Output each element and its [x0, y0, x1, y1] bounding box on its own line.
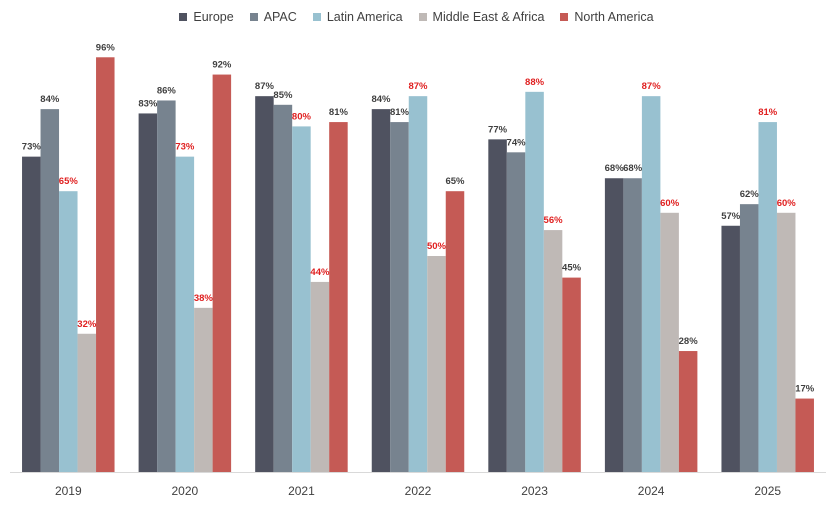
legend: Europe APAC Latin America Middle East & Afr…: [0, 10, 833, 24]
legend-swatch: [560, 13, 569, 21]
data-label-2025-0: 57%: [721, 211, 741, 222]
legend-item-1: APAC: [249, 10, 297, 24]
data-label-2020-0: 83%: [138, 98, 158, 109]
legend-swatch: [418, 13, 427, 21]
data-label-2024-2: 87%: [642, 81, 662, 92]
legend-label: APAC: [263, 10, 297, 24]
data-label-2022-3: 50%: [427, 241, 447, 252]
data-label-2021-0: 87%: [255, 81, 275, 92]
data-labels-layer: 73%84%65%32%96%83%86%73%38%92%87%85%80%4…: [22, 42, 815, 394]
x-tick-label: 2020: [172, 484, 199, 498]
x-tick-label: 2021: [288, 484, 315, 498]
legend-label: North America: [574, 10, 654, 24]
data-label-2022-0: 84%: [371, 94, 391, 105]
bar-2024-4: [678, 351, 698, 472]
legend-item-3: Middle East & Africa: [418, 10, 545, 24]
bar-2022-2: [408, 96, 428, 472]
data-label-2022-2: 87%: [408, 81, 428, 92]
legend-label: Middle East & Africa: [432, 10, 545, 24]
legend-item-4: North America: [560, 10, 654, 24]
x-tick-label: 2025: [754, 484, 781, 498]
data-label-2022-1: 81%: [390, 107, 410, 118]
bar-2025-0: [721, 225, 740, 472]
bar-2023-3: [543, 230, 563, 472]
bar-2020-3: [194, 307, 213, 472]
x-tick-label: 2022: [405, 484, 432, 498]
bar-2025-4: [795, 398, 814, 472]
bar-2020-0: [138, 113, 158, 472]
bar-2024-0: [604, 178, 624, 473]
bar-2022-4: [445, 191, 465, 472]
bar-2021-3: [310, 281, 330, 472]
data-label-2020-4: 92%: [212, 60, 232, 71]
bar-2019-2: [59, 191, 78, 472]
data-label-2025-2: 81%: [758, 107, 778, 118]
bar-2019-1: [40, 109, 60, 473]
data-label-2021-2: 80%: [292, 111, 312, 122]
data-label-2019-3: 32%: [77, 319, 97, 330]
x-tick-label: 2023: [521, 484, 548, 498]
x-tick-label: 2019: [55, 484, 82, 498]
bar-2024-3: [660, 212, 679, 473]
data-label-2024-4: 28%: [679, 336, 699, 347]
data-label-2020-1: 86%: [157, 85, 177, 96]
data-label-2023-0: 77%: [488, 124, 508, 135]
data-label-2025-1: 62%: [740, 189, 760, 200]
legend-item-0: Europe: [179, 10, 234, 24]
bar-2020-2: [175, 156, 195, 472]
x-tick-label: 2024: [638, 484, 665, 498]
bar-2022-3: [427, 256, 446, 472]
legend-swatch: [249, 13, 258, 21]
data-label-2024-3: 60%: [660, 198, 680, 209]
data-label-2023-2: 88%: [525, 77, 545, 88]
data-label-2019-4: 96%: [96, 42, 116, 53]
data-label-2023-4: 45%: [562, 263, 582, 274]
bar-2022-0: [371, 109, 391, 473]
legend-swatch: [312, 13, 321, 21]
data-label-2021-3: 44%: [310, 267, 330, 278]
bar-2019-0: [22, 156, 41, 472]
data-label-2021-1: 85%: [273, 90, 293, 101]
bars-layer: [22, 57, 814, 473]
data-label-2019-0: 73%: [22, 142, 42, 153]
bar-2024-1: [623, 178, 642, 473]
data-label-2019-2: 65%: [59, 176, 79, 187]
data-label-2021-4: 81%: [329, 107, 349, 118]
bar-2023-2: [525, 91, 544, 472]
data-label-2022-4: 65%: [445, 176, 465, 187]
data-label-2024-0: 68%: [605, 163, 625, 174]
data-label-2023-1: 74%: [507, 137, 527, 148]
bar-2019-3: [77, 333, 97, 472]
legend-label: Europe: [193, 10, 234, 24]
legend-label: Latin America: [326, 10, 403, 24]
bar-2019-4: [96, 57, 115, 472]
legend-swatch: [179, 13, 188, 21]
bar-2020-4: [212, 74, 232, 472]
bar-2023-0: [488, 139, 507, 473]
legend-item-2: Latin America: [312, 10, 403, 24]
data-label-2025-3: 60%: [777, 198, 797, 209]
data-label-2023-3: 56%: [544, 215, 564, 226]
bar-2023-4: [562, 277, 581, 472]
bar-2021-4: [329, 122, 348, 472]
bar-2021-2: [292, 126, 311, 473]
bar-2025-1: [739, 204, 759, 472]
bar-2022-1: [390, 122, 409, 472]
x-tick-labels: 2019 2020 2021 2022 2023 2024 2025: [55, 484, 781, 498]
data-label-2024-1: 68%: [623, 163, 643, 174]
bar-2020-1: [157, 100, 176, 472]
bar-2025-2: [758, 122, 777, 472]
data-label-2019-1: 84%: [40, 94, 60, 105]
bar-2023-1: [506, 152, 526, 472]
data-label-2020-2: 73%: [175, 142, 195, 153]
bar-2021-1: [273, 104, 293, 473]
bar-2021-0: [255, 96, 274, 472]
bar-2024-2: [641, 96, 661, 472]
bar-2025-3: [776, 212, 796, 473]
data-label-2020-3: 38%: [194, 293, 214, 304]
data-label-2025-4: 17%: [795, 384, 815, 395]
